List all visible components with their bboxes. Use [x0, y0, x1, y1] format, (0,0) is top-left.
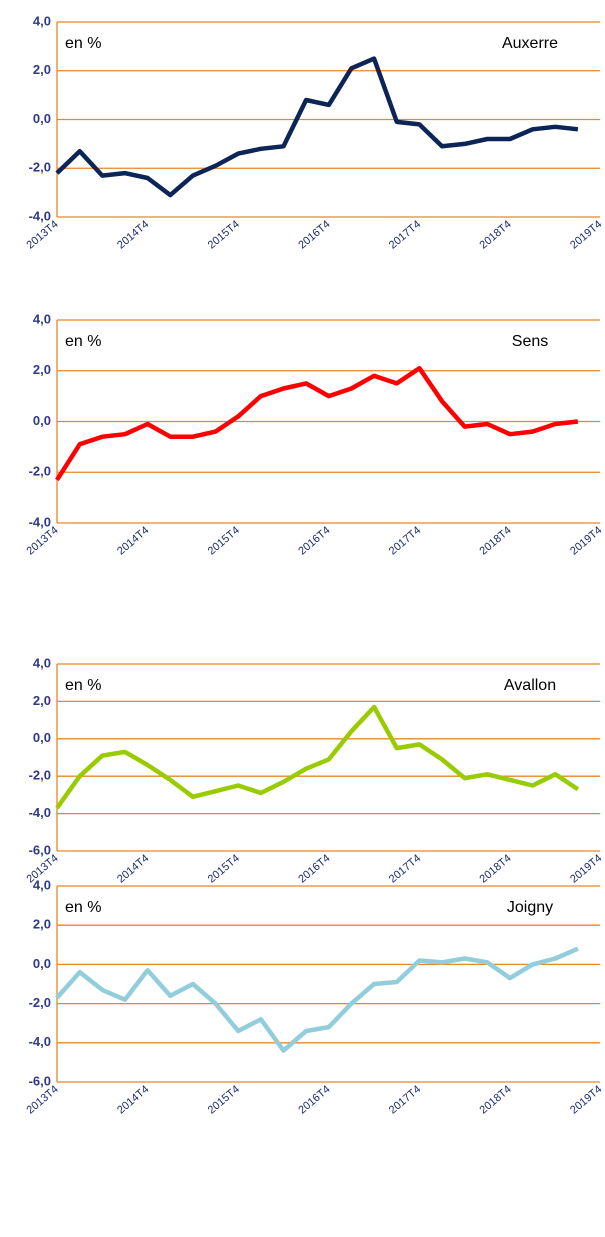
x-tick-label: 2016T4	[296, 524, 332, 557]
x-tick-label: 2015T4	[206, 218, 242, 251]
legend-label: Avallon	[504, 677, 556, 694]
annotation: en %	[65, 677, 101, 694]
y-tick-label: 0,0	[33, 111, 51, 126]
y-tick-label: 0,0	[33, 730, 51, 745]
y-tick-label: -6,0	[29, 842, 51, 857]
y-tick-label: -6,0	[29, 1073, 51, 1088]
y-tick-label: 2,0	[33, 362, 51, 377]
y-tick-label: 2,0	[33, 693, 51, 708]
y-tick-label: -4,0	[29, 208, 51, 223]
x-tick-label: 2016T4	[296, 852, 332, 885]
x-tick-label: 2017T4	[387, 852, 423, 885]
y-tick-label: -2,0	[29, 160, 51, 175]
x-tick-label: 2019T4	[568, 852, 604, 885]
y-tick-label: -2,0	[29, 768, 51, 783]
y-tick-label: 4,0	[33, 655, 51, 670]
x-tick-label: 2017T4	[387, 1083, 423, 1116]
x-tick-label: 2014T4	[115, 1083, 151, 1116]
x-tick-label: 2018T4	[477, 1083, 513, 1116]
x-tick-label: 2014T4	[115, 524, 151, 557]
y-tick-label: 2,0	[33, 62, 51, 77]
x-tick-label: 2019T4	[568, 218, 604, 251]
legend-label: Auxerre	[502, 35, 558, 52]
legend-label: Sens	[512, 333, 548, 350]
y-tick-label: -4,0	[29, 805, 51, 820]
y-tick-label: -4,0	[29, 1034, 51, 1049]
x-tick-label: 2018T4	[477, 524, 513, 557]
x-tick-label: 2014T4	[115, 218, 151, 251]
x-tick-label: 2015T4	[206, 852, 242, 885]
y-tick-label: 4,0	[33, 311, 51, 326]
series-line	[55, 704, 580, 810]
series-line	[55, 946, 579, 1053]
x-tick-label: 2017T4	[387, 218, 423, 251]
y-tick-label: 4,0	[33, 13, 51, 28]
annotation: en %	[65, 333, 101, 350]
legend-label: Joigny	[507, 899, 553, 916]
x-tick-label: 2016T4	[296, 1083, 332, 1116]
x-tick-label: 2019T4	[568, 524, 604, 557]
x-tick-label: 2018T4	[477, 218, 513, 251]
y-tick-label: -2,0	[29, 464, 51, 479]
y-tick-label: 4,0	[33, 877, 51, 892]
y-tick-label: -2,0	[29, 995, 51, 1010]
x-tick-label: 2014T4	[115, 852, 151, 885]
annotation: en %	[65, 899, 101, 916]
x-tick-label: 2019T4	[568, 1083, 604, 1116]
series-line	[55, 56, 579, 198]
x-tick-label: 2015T4	[206, 1083, 242, 1116]
x-tick-label: 2015T4	[206, 524, 242, 557]
y-tick-label: -4,0	[29, 514, 51, 529]
series-line	[55, 365, 579, 482]
y-tick-label: 0,0	[33, 956, 51, 971]
x-tick-label: 2016T4	[296, 218, 332, 251]
annotation: en %	[65, 35, 101, 52]
x-tick-label: 2017T4	[387, 524, 423, 557]
y-tick-label: 0,0	[33, 413, 51, 428]
x-tick-label: 2018T4	[477, 852, 513, 885]
y-tick-label: 2,0	[33, 917, 51, 932]
